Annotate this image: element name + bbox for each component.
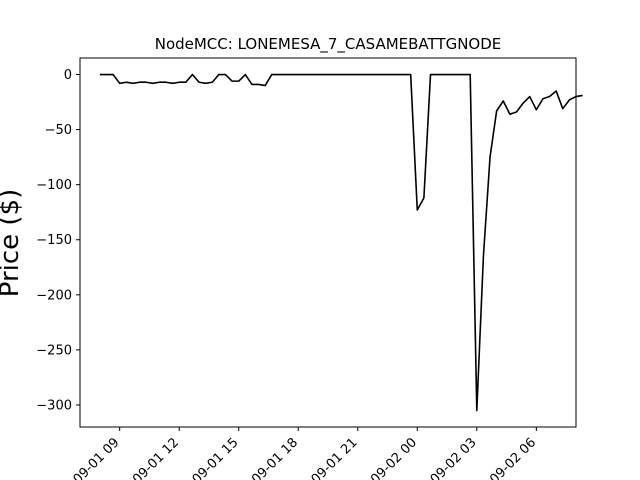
y-tick-label: −150	[36, 233, 72, 248]
y-tick-label: −50	[45, 123, 72, 138]
x-tick-label: 09-01 09	[71, 435, 123, 480]
x-tick-label: 09-02 06	[487, 435, 539, 480]
y-tick-label: −200	[36, 288, 72, 303]
plot-area-frame	[79, 57, 577, 428]
x-tick-label: 09-01 21	[309, 435, 361, 480]
y-tick-label: −250	[36, 343, 72, 358]
x-tick-label: 09-02 00	[368, 435, 420, 480]
chart-title: NodeMCC: LONEMESA_7_CASAMEBATTGNODE	[155, 35, 502, 54]
x-tick-label: 09-01 12	[130, 435, 182, 480]
x-tick-label: 09-02 03	[428, 435, 480, 480]
price-series-line	[99, 73, 583, 412]
y-tick-label: −300	[36, 398, 72, 413]
x-tick-label: 09-01 15	[190, 435, 242, 480]
y-axis-label: Price ($)	[0, 189, 25, 298]
x-tick-label: 09-01 18	[249, 435, 301, 480]
y-tick-label: 0	[64, 68, 72, 83]
y-tick-label: −100	[36, 178, 72, 193]
